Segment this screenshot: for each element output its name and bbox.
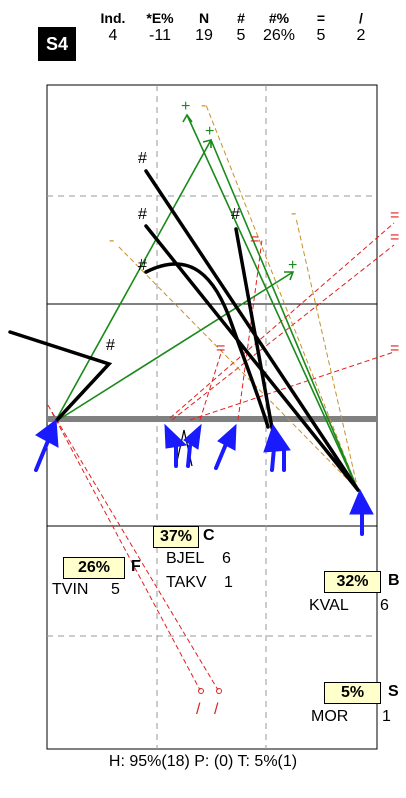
hash-mark: # [106, 337, 115, 354]
player-arrow-stem [214, 442, 228, 470]
footer-summary: H: 95%(18) P: (0) T: 5%(1) [108, 753, 298, 770]
group-b-row-1-count: 6 [380, 597, 389, 614]
player-arrow-head [164, 423, 188, 449]
black-attack-lines [8, 169, 360, 492]
end-circles [198, 688, 222, 694]
orange-dashed-trajectories [116, 104, 359, 491]
green-attack [54, 139, 212, 423]
stat-ind: Ind. 4 [90, 10, 136, 46]
orange-trajectory [295, 217, 359, 491]
group-f-row-1-name: TVIN [52, 581, 89, 598]
stat-n-value: 19 [195, 27, 213, 44]
group-b-code: B [388, 572, 400, 589]
player-arrow-head [349, 488, 374, 515]
minus-mark: - [291, 205, 296, 222]
court-grid [46, 84, 378, 750]
group-c-row-1-count: 6 [222, 550, 231, 567]
slash-mark: / [196, 701, 201, 718]
hash-mark: # [231, 206, 240, 223]
minus-mark: - [201, 97, 206, 114]
stat-e-percent-value: -11 [149, 27, 171, 44]
black-attack [234, 227, 274, 430]
player-arrow-head [263, 423, 291, 453]
hash-mark: # [138, 206, 147, 223]
green-attack-lines [54, 113, 359, 491]
group-b-row-1-name: KVAL [309, 597, 349, 614]
group-c-percent-box: 37% [153, 526, 199, 548]
player-arrow-head [35, 419, 59, 448]
stat-hash-header: # [237, 10, 245, 26]
stat-ind-value: 4 [108, 27, 118, 44]
green-attack [54, 271, 294, 423]
stat-equals: = 5 [298, 10, 344, 46]
end-circle [198, 688, 204, 694]
plus-mark: + [181, 98, 190, 115]
black-attack [144, 224, 360, 492]
green-arrowhead [284, 271, 295, 281]
group-s-code: S [388, 683, 399, 700]
red-trajectory [199, 349, 223, 421]
green-arrowhead [202, 138, 212, 148]
plus-mark: + [205, 123, 214, 140]
group-c-row-2-count: 1 [224, 574, 233, 591]
red-trajectory [169, 222, 395, 419]
orange-trajectory [205, 104, 359, 491]
stat-ind-header: Ind. [100, 10, 126, 26]
green-attack [210, 139, 359, 491]
stat-n: N 19 [181, 10, 227, 46]
group-b-percent-box: 32% [324, 571, 381, 593]
blue-player-arrows [34, 419, 374, 536]
end-circle [216, 688, 222, 694]
stat-n-header: N [198, 10, 210, 26]
stat-hash: # 5 [218, 10, 264, 46]
stat-e-percent-header: *E% [146, 10, 174, 26]
minus-mark: - [109, 232, 114, 249]
group-s-row-1-name: MOR [311, 708, 349, 725]
equals-mark: = [216, 340, 225, 357]
plus-mark: + [288, 257, 297, 274]
group-f-percent-box: 26% [63, 557, 125, 579]
black-attack [144, 262, 270, 429]
stat-slash-header: / [359, 10, 363, 26]
orange-trajectory [116, 244, 359, 491]
stat-hash-percent: #% 26% [256, 10, 302, 46]
stat-hash-value: 5 [236, 27, 246, 44]
green-arrowhead [182, 113, 193, 123]
stat-hash-percent-header: #% [268, 10, 290, 26]
slash-mark: / [214, 701, 219, 718]
black-attack [144, 169, 360, 492]
red-trajectory [47, 404, 201, 691]
group-f-code: F [131, 558, 141, 575]
hash-mark: # [138, 150, 147, 167]
group-c-row-1-name: BJEL [166, 550, 205, 567]
group-f-row-1-count: 5 [111, 581, 120, 598]
green-attack [186, 114, 359, 491]
red-trajectory [171, 244, 395, 421]
stat-hash-percent-value: 26% [262, 27, 296, 44]
hash-mark: # [138, 257, 147, 274]
equals-mark: = [390, 229, 399, 246]
stat-equals-header: = [316, 10, 326, 26]
stat-e-percent: *E% -11 [137, 10, 183, 46]
group-c-row-2-name: TAKV [166, 574, 207, 591]
group-c-code: C [203, 527, 215, 544]
red-trajectory [51, 411, 219, 691]
group-s-row-1-count: 1 [382, 708, 391, 725]
outcome-marks: # # # # # + + + - - - = = = = = / / [106, 97, 399, 718]
stat-equals-value: 5 [316, 27, 326, 44]
player-arrow-head [217, 423, 237, 451]
stat-slash-value: 2 [356, 27, 366, 44]
sequence-badge: S4 [38, 27, 76, 61]
player-arrow-stem [186, 444, 192, 468]
red-trajectory [189, 351, 395, 421]
group-s-percent-box: 5% [324, 682, 381, 704]
equals-mark: = [390, 207, 399, 224]
stat-slash: / 2 [338, 10, 384, 46]
red-dashed-trajectories [47, 222, 395, 691]
equals-mark: = [250, 231, 259, 248]
equals-mark: = [390, 340, 399, 357]
player-arrow-head [183, 423, 202, 450]
black-attack [8, 330, 113, 422]
